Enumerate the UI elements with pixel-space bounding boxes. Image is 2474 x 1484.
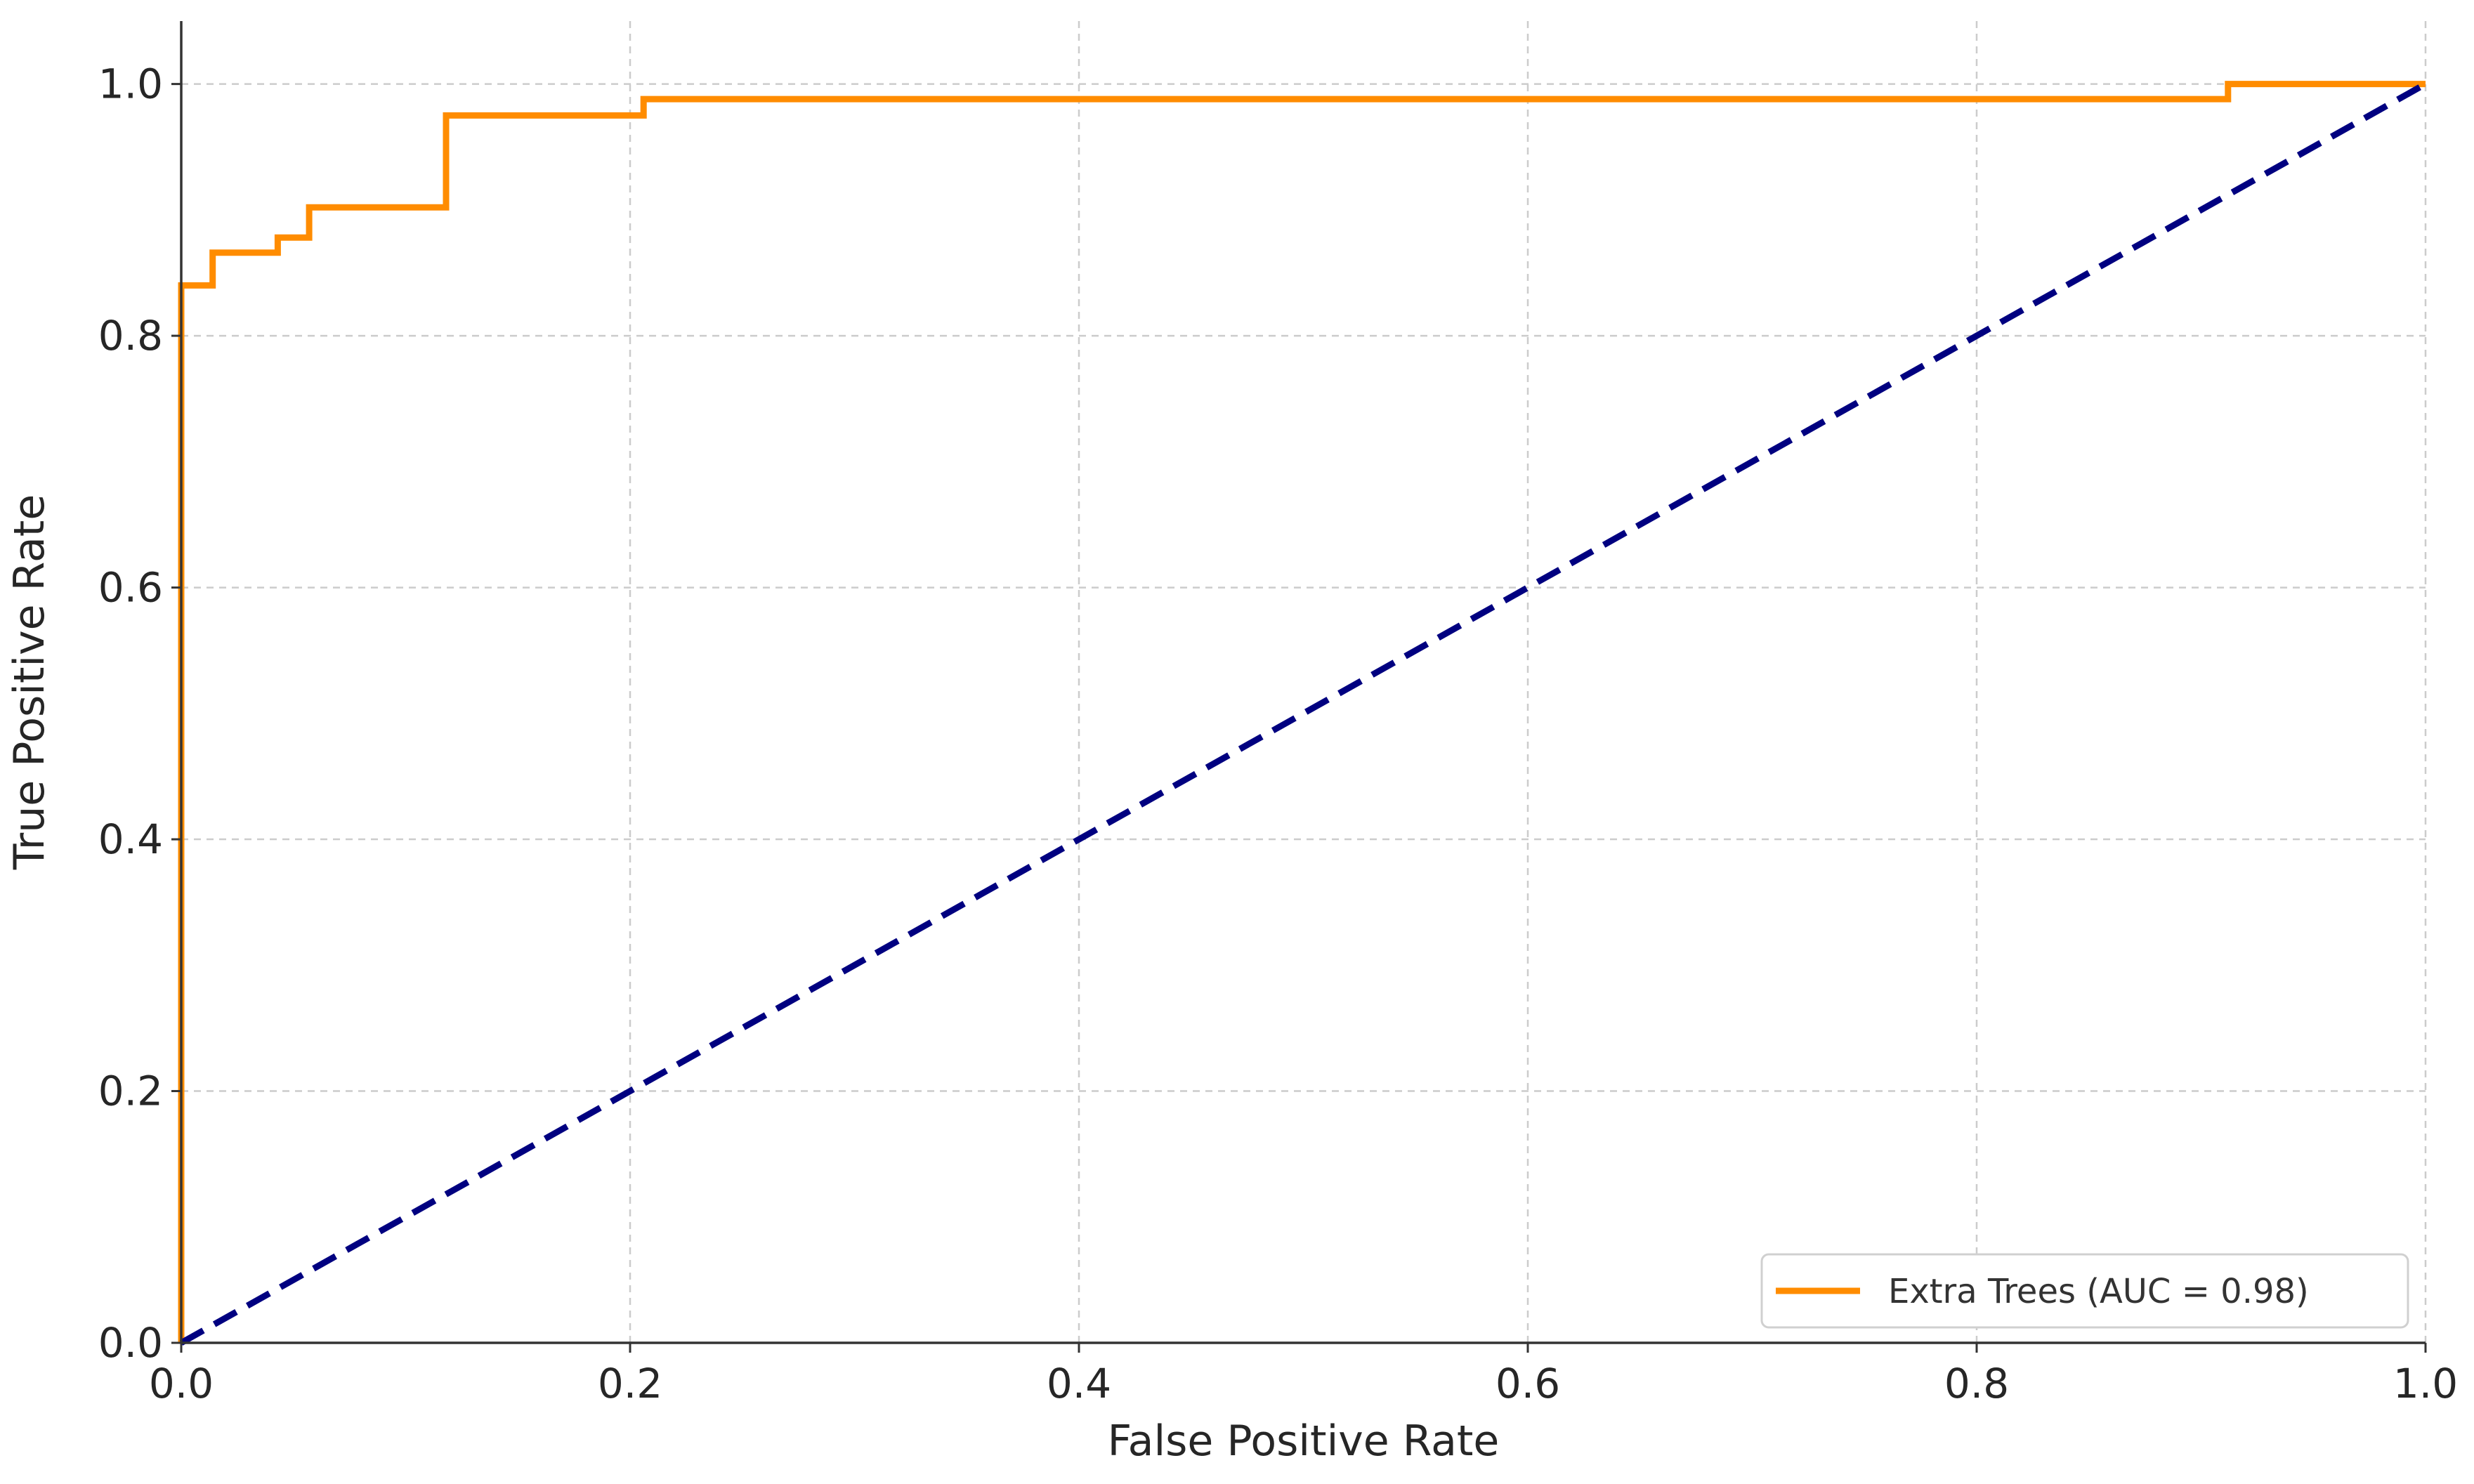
y-tick-label: 0.2 (98, 1068, 163, 1115)
y-tick-label: 0.6 (98, 564, 163, 612)
y-tick-label: 1.0 (98, 60, 163, 108)
series-lines (178, 81, 2428, 1346)
y-tick-label: 0.4 (98, 815, 163, 863)
y-tick-label: 0.0 (98, 1319, 163, 1367)
roc-curve-line (178, 81, 2426, 1343)
legend-box (1760, 1253, 2409, 1329)
chance-diagonal-line (179, 81, 2428, 1346)
x-tick-label: 0.0 (149, 1360, 214, 1407)
x-tick-label: 0.6 (1495, 1360, 1560, 1407)
axes (171, 21, 2427, 1353)
legend: Extra Trees (AUC = 0.98) (1760, 1253, 2409, 1329)
x-tick-label: 1.0 (2393, 1360, 2458, 1407)
tick-labels: 0.0 0.2 0.4 0.6 0.8 1.0 0.0 0.2 0.4 0.6 0.8 1.0 (98, 60, 2458, 1407)
x-tick-label: 0.4 (1047, 1360, 1111, 1407)
x-tick-label: 0.8 (1944, 1360, 2009, 1407)
y-tick-label: 0.8 (98, 312, 163, 360)
legend-entry-extra-trees: Extra Trees (AUC = 0.98) (1888, 1272, 2309, 1311)
grid-lines (181, 21, 2427, 1343)
x-axis-label: False Positive Rate (1108, 1417, 1500, 1466)
x-tick-label: 0.2 (598, 1360, 662, 1407)
y-axis-label: True Positive Rate (5, 494, 54, 870)
